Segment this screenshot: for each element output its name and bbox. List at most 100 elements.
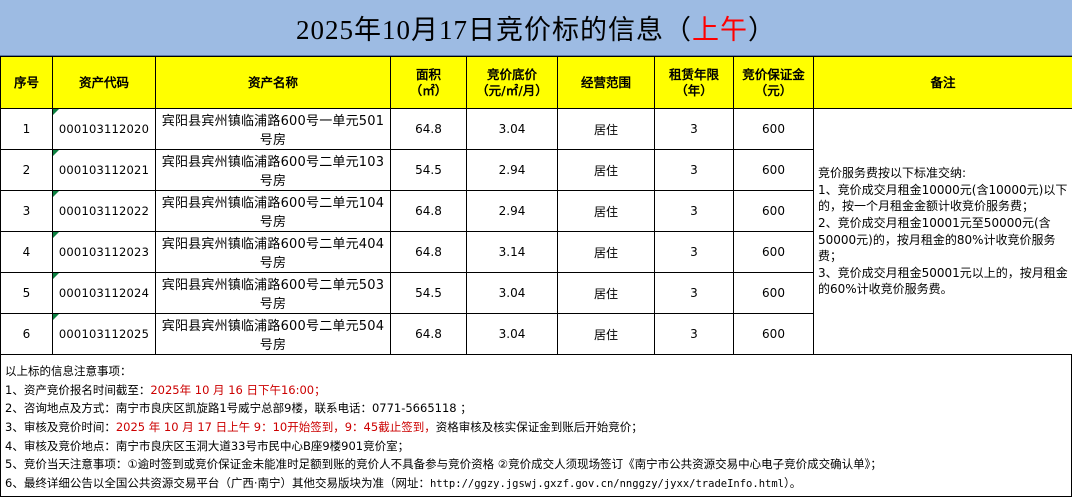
col-header-area-unit: （㎡）	[409, 82, 448, 98]
footer-notes: 以上标的信息注意事项： 1、资产竞价报名时间截至：2025年 10 月 16 日…	[0, 355, 1072, 497]
col-header-remark: 备注	[813, 56, 1072, 109]
col-header-code-label: 资产代码	[78, 74, 129, 90]
table-row: 5 000103112024 宾阳县宾州镇临浦路600号二单元503号房 54.…	[0, 272, 1072, 314]
cell-area: 64.8	[390, 313, 467, 355]
error-flag-icon	[53, 314, 59, 320]
listings-table: 序号 资产代码 资产名称 面积 （㎡） 竞价底价 （元/㎡/月） 经营范围 租赁年限…	[0, 56, 1072, 355]
note-3-prefix: 3、审核及竞价时间：	[5, 419, 116, 434]
cell-asset-code: 000103112024	[52, 272, 156, 314]
note-1-prefix: 1、资产竞价报名时间截至：	[5, 382, 151, 397]
cell-asset-name: 宾阳县宾州镇临浦路600号二单元404号房	[155, 231, 391, 273]
col-header-deposit-label: 竞价保证金	[742, 66, 805, 82]
cell-area: 64.8	[390, 108, 467, 150]
page-title-period: 上午	[692, 15, 748, 45]
header-row: 序号 资产代码 资产名称 面积 （㎡） 竞价底价 （元/㎡/月） 经营范围 租赁年限…	[0, 56, 1072, 109]
cell-term: 3	[654, 149, 734, 191]
cell-term: 3	[654, 313, 734, 355]
col-header-seq-label: 序号	[13, 74, 39, 90]
table-body: 1 000103112020 宾阳县宾州镇临浦路600号一单元501号房 64.…	[0, 108, 1072, 355]
col-header-term-label: 租赁年限	[668, 66, 719, 82]
table-header: 序号 资产代码 资产名称 面积 （㎡） 竞价底价 （元/㎡/月） 经营范围 租赁年限…	[0, 56, 1072, 109]
cell-price: 3.04	[466, 313, 558, 355]
note-item-3: 3、审核及竞价时间：2025 年 10 月 17 日上午 9：10开始签到，9：…	[5, 418, 1067, 437]
table-row: 4 000103112023 宾阳县宾州镇临浦路600号二单元404号房 64.…	[0, 231, 1072, 273]
note-6-suffix: ）。	[783, 475, 802, 490]
cell-seq: 2	[0, 149, 53, 191]
cell-price: 3.14	[466, 231, 558, 273]
cell-asset-name: 宾阳县宾州镇临浦路600号一单元501号房	[155, 108, 391, 150]
error-flag-icon	[53, 191, 59, 197]
cell-term: 3	[654, 108, 734, 150]
page-title-main: 2025年10月17日竞价标的信息	[296, 15, 664, 45]
note-item-2: 2、咨询地点及方式：南宁市良庆区凯旋路1号威宁总部9楼，联系电话：0771-56…	[5, 401, 472, 416]
note-3-suffix: 资格审核及核实保证金到账后开始竞价；	[435, 419, 643, 434]
cell-asset-code-text: 000103112021	[58, 163, 150, 177]
cell-seq: 3	[0, 190, 53, 232]
error-flag-icon	[53, 273, 59, 279]
cell-seq: 6	[0, 313, 53, 355]
cell-seq: 5	[0, 272, 53, 314]
note-1-deadline: 2025年 10 月 16 日下午16:00；	[150, 382, 326, 397]
cell-seq: 4	[0, 231, 53, 273]
cell-asset-code: 000103112021	[52, 149, 156, 191]
cell-scope: 居住	[557, 313, 655, 355]
note-item-5: 5、竞价当天注意事项：①逾时签到或竞价保证金未能准时足额到账的竞价人不具备参与竞…	[5, 457, 882, 472]
cell-scope: 居住	[557, 231, 655, 273]
cell-asset-name: 宾阳县宾州镇临浦路600号二单元103号房	[155, 149, 391, 191]
cell-asset-name: 宾阳县宾州镇临浦路600号二单元503号房	[155, 272, 391, 314]
note-item-6: 6、最终详细公告以全国公共资源交易平台（广西·南宁）其他交易版块为准（网址：ht…	[5, 474, 1067, 493]
cell-area: 64.8	[390, 231, 467, 273]
cell-asset-code-text: 000103112020	[58, 122, 150, 136]
cell-term: 3	[654, 231, 734, 273]
cell-asset-code-text: 000103112024	[58, 286, 150, 300]
note-6-url: http://ggzy.jgswj.gxzf.gov.cn/nnggzy/jyx…	[429, 477, 784, 490]
cell-asset-name: 宾阳县宾州镇临浦路600号二单元504号房	[155, 313, 391, 355]
cell-deposit: 600	[733, 149, 814, 191]
col-header-deposit: 竞价保证金 （元）	[733, 56, 814, 109]
notes-heading: 以上标的信息注意事项：	[5, 364, 132, 378]
col-header-price-unit: （元/㎡/月）	[476, 82, 548, 98]
cell-deposit: 600	[733, 231, 814, 273]
cell-price: 2.94	[466, 149, 558, 191]
table-row: 6 000103112025 宾阳县宾州镇临浦路600号二单元504号房 64.…	[0, 313, 1072, 355]
table-row: 2 000103112021 宾阳县宾州镇临浦路600号二单元103号房 54.…	[0, 149, 1072, 191]
cell-asset-code-text: 000103112023	[58, 245, 150, 259]
error-flag-icon	[53, 109, 59, 115]
cell-asset-code: 000103112020	[52, 108, 156, 150]
note-6-prefix: 6、最终详细公告以全国公共资源交易平台（广西·南宁）其他交易版块为准（网址：	[5, 475, 430, 490]
cell-area: 64.8	[390, 190, 467, 232]
cell-asset-name: 宾阳县宾州镇临浦路600号二单元104号房	[155, 190, 391, 232]
cell-asset-code: 000103112025	[52, 313, 156, 355]
col-header-term-unit: （年）	[675, 82, 713, 98]
col-header-term: 租赁年限 （年）	[654, 56, 734, 109]
cell-deposit: 600	[733, 272, 814, 314]
page-title-paren-close: ）	[748, 15, 776, 45]
cell-scope: 居住	[557, 272, 655, 314]
cell-term: 3	[654, 272, 734, 314]
note-3-schedule: 2025 年 10 月 17 日上午 9：10开始签到，9：45截止签到，	[115, 419, 436, 434]
cell-deposit: 600	[733, 190, 814, 232]
cell-term: 3	[654, 190, 734, 232]
note-item-4: 4、审核及竞价地点：南宁市良庆区玉洞大道33号市民中心B座9楼901竞价室；	[5, 438, 410, 453]
cell-scope: 居住	[557, 149, 655, 191]
col-header-price-label: 竞价底价	[486, 66, 537, 82]
cell-seq: 1	[0, 108, 53, 150]
cell-asset-code: 000103112022	[52, 190, 156, 232]
cell-area: 54.5	[390, 149, 467, 191]
cell-price: 3.04	[466, 108, 558, 150]
table-row: 3 000103112022 宾阳县宾州镇临浦路600号二单元104号房 64.…	[0, 190, 1072, 232]
cell-scope: 居住	[557, 190, 655, 232]
cell-price: 3.04	[466, 272, 558, 314]
col-header-price: 竞价底价 （元/㎡/月）	[466, 56, 558, 109]
col-header-remark-label: 备注	[930, 74, 956, 90]
error-flag-icon	[53, 232, 59, 238]
col-header-scope: 经营范围	[557, 56, 655, 109]
col-header-name-label: 资产名称	[247, 74, 298, 90]
cell-asset-code: 000103112023	[52, 231, 156, 273]
col-header-deposit-unit: （元）	[754, 82, 793, 98]
col-header-area-label: 面积	[415, 66, 441, 82]
page-title-paren-open: （	[664, 15, 692, 45]
cell-asset-code-text: 000103112022	[58, 204, 150, 218]
table-row: 1 000103112020 宾阳县宾州镇临浦路600号一单元501号房 64.…	[0, 108, 1072, 355]
